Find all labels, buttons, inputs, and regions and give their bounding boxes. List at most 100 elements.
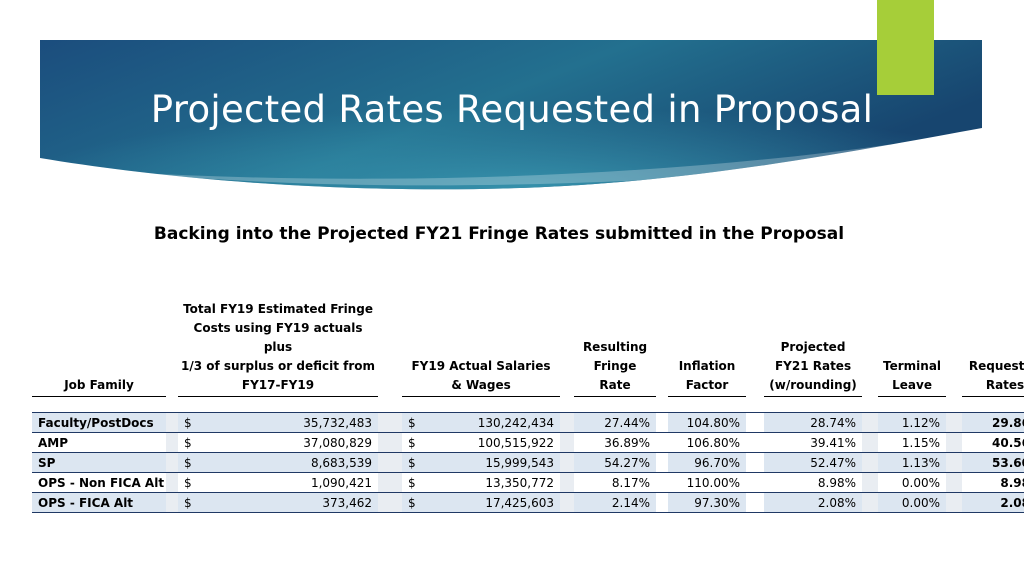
rates-table-container: Job Family Total FY19 Estimated Fringe C…: [32, 300, 1024, 513]
row-job-family: SP: [32, 452, 166, 473]
row-fringe-costs: 35,732,483: [214, 412, 379, 433]
table-row: SP $8,683,539 $15,999,543 54.27% 96.70% 52.47…: [32, 452, 1024, 473]
cell-spacer: [166, 452, 178, 473]
cell-spacer: [656, 452, 669, 473]
cell-spacer: [166, 472, 178, 493]
row-salary-currency: $: [402, 472, 439, 493]
cell-spacer: [656, 472, 669, 493]
cell-spacer: [378, 452, 403, 473]
row-fringe-currency: $: [178, 492, 214, 513]
cell-spacer: [862, 452, 879, 473]
row-salaries: 15,999,543: [438, 452, 561, 473]
row-salary-currency: $: [402, 432, 439, 453]
cell-spacer: [946, 412, 963, 433]
row-inflation-factor: 97.30%: [668, 492, 747, 513]
row-requested-rate: 40.56%: [962, 432, 1024, 453]
row-salaries: 13,350,772: [438, 472, 561, 493]
row-fringe-currency: $: [178, 412, 214, 433]
header-projected-rates: Projected FY21 Rates (w/rounding): [764, 300, 863, 398]
row-job-family: AMP: [32, 432, 166, 453]
row-fringe-currency: $: [178, 472, 214, 493]
slide-subtitle: Backing into the Projected FY21 Fringe R…: [153, 224, 845, 244]
row-terminal-leave: 1.15%: [878, 432, 947, 453]
cell-spacer: [166, 432, 178, 453]
cell-spacer: [946, 492, 963, 513]
row-fringe-rate: 54.27%: [574, 452, 657, 473]
table-row: OPS - Non FICA Alt $1,090,421 $13,350,772 8…: [32, 472, 1024, 493]
cell-spacer: [946, 432, 963, 453]
cell-spacer: [746, 472, 765, 493]
cell-spacer: [946, 452, 963, 473]
cell-spacer: [656, 412, 669, 433]
cell-spacer: [656, 432, 669, 453]
cell-spacer: [378, 412, 403, 433]
table-body: Faculty/PostDocs $35,732,483 $130,242,434 2…: [32, 412, 1024, 513]
row-job-family: Faculty/PostDocs: [32, 412, 166, 433]
header-salaries: FY19 Actual Salaries & Wages: [402, 300, 561, 398]
row-terminal-leave: 1.13%: [878, 452, 947, 473]
cell-spacer: [560, 492, 575, 513]
row-projected-rate: 39.41%: [764, 432, 863, 453]
row-fringe-rate: 2.14%: [574, 492, 657, 513]
row-terminal-leave: 1.12%: [878, 412, 947, 433]
table-header-row: Job Family Total FY19 Estimated Fringe C…: [32, 300, 1024, 398]
cell-spacer: [166, 412, 178, 433]
row-fringe-costs: 373,462: [214, 492, 379, 513]
row-requested-rate: 29.86%: [962, 412, 1024, 433]
table-row: AMP $37,080,829 $100,515,922 36.89% 106.80% 3…: [32, 432, 1024, 453]
cell-spacer: [560, 432, 575, 453]
header-fringe-costs: Total FY19 Estimated Fringe Costs using …: [178, 300, 379, 398]
row-inflation-factor: 106.80%: [668, 432, 747, 453]
row-projected-rate: 8.98%: [764, 472, 863, 493]
cell-spacer: [862, 412, 879, 433]
row-requested-rate: 53.60%: [962, 452, 1024, 473]
rates-table: Job Family Total FY19 Estimated Fringe C…: [32, 300, 1024, 513]
cell-spacer: [560, 452, 575, 473]
row-salaries: 17,425,603: [438, 492, 561, 513]
accent-green-rect: [877, 0, 934, 95]
row-terminal-leave: 0.00%: [878, 492, 947, 513]
cell-spacer: [560, 472, 575, 493]
row-job-family: OPS - FICA Alt: [32, 492, 166, 513]
row-fringe-costs: 8,683,539: [214, 452, 379, 473]
row-inflation-factor: 96.70%: [668, 452, 747, 473]
cell-spacer: [746, 492, 765, 513]
row-projected-rate: 2.08%: [764, 492, 863, 513]
row-salaries: 100,515,922: [438, 432, 561, 453]
row-inflation-factor: 104.80%: [668, 412, 747, 433]
row-fringe-currency: $: [178, 432, 214, 453]
row-salaries: 130,242,434: [438, 412, 561, 433]
row-salary-currency: $: [402, 412, 439, 433]
row-fringe-currency: $: [178, 452, 214, 473]
header-fringe-rate: Resulting Fringe Rate: [574, 300, 657, 398]
row-salary-currency: $: [402, 492, 439, 513]
slide-title: Projected Rates Requested in Proposal: [150, 88, 874, 131]
cell-spacer: [656, 492, 669, 513]
cell-spacer: [378, 472, 403, 493]
cell-spacer: [862, 492, 879, 513]
row-projected-rate: 28.74%: [764, 412, 863, 433]
row-requested-rate: 8.98%: [962, 472, 1024, 493]
cell-spacer: [862, 472, 879, 493]
header-requested-rates: Requested Rates: [962, 300, 1024, 398]
row-projected-rate: 52.47%: [764, 452, 863, 473]
row-fringe-costs: 37,080,829: [214, 432, 379, 453]
row-inflation-factor: 110.00%: [668, 472, 747, 493]
row-fringe-rate: 27.44%: [574, 412, 657, 433]
row-fringe-rate: 8.17%: [574, 472, 657, 493]
cell-spacer: [166, 492, 178, 513]
header-inflation-factor: Inflation Factor: [668, 300, 747, 398]
header-job-family: Job Family: [32, 300, 166, 398]
row-job-family: OPS - Non FICA Alt: [32, 472, 166, 493]
row-terminal-leave: 0.00%: [878, 472, 947, 493]
row-salary-currency: $: [402, 452, 439, 473]
cell-spacer: [560, 412, 575, 433]
cell-spacer: [746, 432, 765, 453]
row-fringe-costs: 1,090,421: [214, 472, 379, 493]
table-row: Faculty/PostDocs $35,732,483 $130,242,434 2…: [32, 412, 1024, 433]
header-terminal-leave: Terminal Leave: [878, 300, 947, 398]
row-requested-rate: 2.08%: [962, 492, 1024, 513]
cell-spacer: [746, 452, 765, 473]
banner-graphic: [40, 0, 982, 190]
row-fringe-rate: 36.89%: [574, 432, 657, 453]
